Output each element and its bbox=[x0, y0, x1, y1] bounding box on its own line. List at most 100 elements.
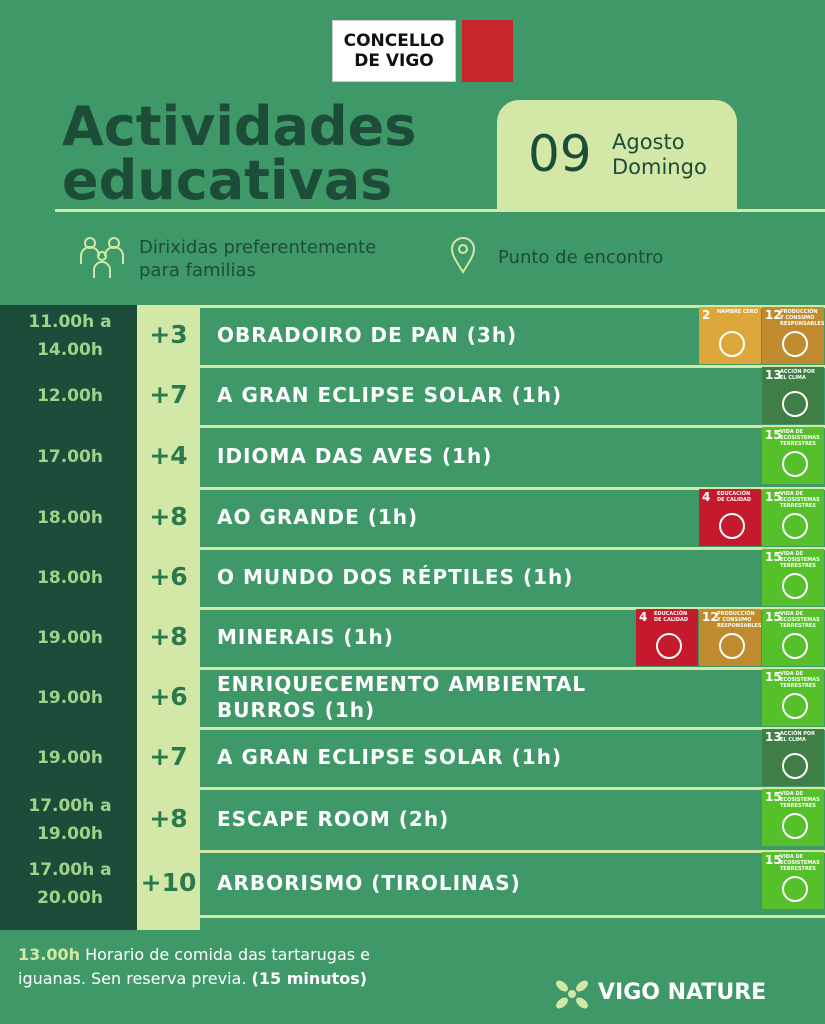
sdg-icon bbox=[719, 633, 745, 659]
time-line: 11.00h a bbox=[28, 312, 112, 332]
activity: OBRADOIRO DE PAN (3h) bbox=[217, 323, 518, 347]
row-border bbox=[200, 305, 825, 308]
sdg-badge: 12 PRODUCCIÓN Y CONSUMO RESPONSABLES bbox=[762, 307, 824, 364]
footer-duration: (15 minutos) bbox=[251, 969, 368, 988]
footer-note: 13.00h Horario de comida das tartarugas … bbox=[18, 943, 398, 991]
time-line: 18.00h bbox=[37, 508, 103, 528]
sdg-icon bbox=[719, 331, 745, 357]
date-box bbox=[497, 100, 737, 210]
activity: ESCAPE ROOM (2h) bbox=[217, 806, 450, 831]
sdg-label: VIDA DE ECOSISTEMAS TERRESTRES bbox=[780, 491, 820, 509]
sdg-badge: 12 PRODUCCIÓN Y CONSUMO RESPONSABLES bbox=[699, 609, 761, 666]
sdg-label: HAMBRE CERO bbox=[717, 309, 759, 315]
title: Actividades educativas bbox=[62, 100, 416, 208]
sdg-label: VIDA DE ECOSISTEMAS TERRESTRES bbox=[780, 429, 820, 447]
sdg-icon bbox=[782, 451, 808, 477]
sdg-icon bbox=[782, 813, 808, 839]
sdg-badge: 15 VIDA DE ECOSISTEMAS TERRESTRES bbox=[762, 789, 824, 846]
age: +10 bbox=[140, 867, 197, 897]
activity: IDIOMA DAS AVES (1h) bbox=[217, 444, 493, 468]
age: +6 bbox=[149, 562, 188, 591]
time-line: 17.00h a bbox=[28, 859, 112, 880]
sdg-label: VIDA DE ECOSISTEMAS TERRESTRES bbox=[780, 791, 820, 809]
sdg-number: 15 bbox=[765, 610, 782, 624]
divider bbox=[55, 209, 825, 212]
sdg-badge: 15 VIDA DE ECOSISTEMAS TERRESTRES bbox=[762, 669, 824, 726]
activity: A GRAN ECLIPSE SOLAR (1h) bbox=[217, 383, 563, 407]
sdg-label: VIDA DE ECOSISTEMAS TERRESTRES bbox=[780, 854, 820, 872]
logo-text: CONCELLO DE VIGO bbox=[344, 31, 445, 71]
activity: A GRAN ECLIPSE SOLAR (1h) bbox=[217, 745, 563, 769]
sdg-icon bbox=[782, 513, 808, 539]
time-line: 17.00h bbox=[37, 447, 103, 467]
age: +6 bbox=[149, 682, 188, 711]
sdg-number: 15 bbox=[765, 853, 782, 867]
footer-time: 13.00h bbox=[18, 945, 80, 964]
sdg-label: PRODUCCIÓN Y CONSUMO RESPONSABLES bbox=[780, 309, 824, 327]
activity: ARBORISMO (TIROLINAS) bbox=[217, 870, 521, 895]
time-line: 19.00h bbox=[37, 688, 103, 708]
time: 12.00h bbox=[10, 382, 130, 410]
time: 17.00h a 20.00h bbox=[10, 856, 130, 912]
sdg-label: PRODUCCIÓN Y CONSUMO RESPONSABLES bbox=[717, 611, 761, 629]
sdg-number: 12 bbox=[702, 610, 719, 624]
family-icon bbox=[80, 237, 124, 278]
time-line: 19.00h bbox=[37, 628, 103, 648]
age: +8 bbox=[149, 502, 188, 531]
row-border bbox=[200, 607, 825, 610]
brand-icon bbox=[556, 980, 588, 1009]
sdg-label: ACCIÓN POR EL CLIMA bbox=[780, 369, 816, 381]
row-border bbox=[200, 425, 825, 428]
sdg-number: 12 bbox=[765, 308, 782, 322]
sdg-label: VIDA DE ECOSISTEMAS TERRESTRES bbox=[780, 671, 820, 689]
time-line: 14.00h bbox=[37, 340, 103, 360]
time-line: 19.00h bbox=[37, 748, 103, 768]
age: +8 bbox=[149, 622, 188, 651]
activity: AO GRANDE (1h) bbox=[217, 505, 419, 529]
title-line: Actividades bbox=[62, 95, 417, 158]
date-text: Agosto Domingo bbox=[612, 130, 707, 180]
row-border bbox=[200, 365, 825, 368]
age: +7 bbox=[149, 380, 188, 409]
sdg-number: 4 bbox=[702, 490, 711, 504]
sdg-number: 15 bbox=[765, 790, 782, 804]
age: +8 bbox=[149, 803, 188, 833]
footer-text: Horario de comida das tartarugas e iguan… bbox=[18, 945, 371, 988]
month: Agosto bbox=[612, 130, 685, 154]
activity: ENRIQUECEMENTO AMBIENTAL BURROS (1h) bbox=[217, 672, 587, 722]
sdg-badge: 15 VIDA DE ECOSISTEMAS TERRESTRES bbox=[762, 609, 824, 666]
sdg-number: 15 bbox=[765, 550, 782, 564]
legend-families: Dirixidas preferentemente para familias bbox=[139, 237, 377, 281]
sdg-badge: 15 VIDA DE ECOSISTEMAS TERRESTRES bbox=[762, 852, 824, 909]
time: 19.00h bbox=[10, 684, 130, 712]
age-column bbox=[137, 305, 200, 930]
time: 19.00h bbox=[10, 744, 130, 772]
row-border bbox=[200, 915, 825, 918]
time: 17.00h bbox=[10, 443, 130, 471]
brand: VIGO NATURE bbox=[598, 980, 767, 1005]
sdg-icon bbox=[782, 573, 808, 599]
sdg-icon bbox=[782, 753, 808, 779]
time: 17.00h a 19.00h bbox=[10, 792, 130, 848]
title-line: educativas bbox=[62, 149, 393, 212]
time: 19.00h bbox=[10, 624, 130, 652]
logo-line: CONCELLO bbox=[343, 31, 445, 51]
pin-icon bbox=[450, 237, 476, 274]
time-line: 20.00h bbox=[37, 887, 103, 908]
sdg-number: 4 bbox=[639, 610, 648, 624]
time: 18.00h bbox=[10, 504, 130, 532]
sdg-icon bbox=[782, 876, 808, 902]
time-line: 19.00h bbox=[37, 823, 103, 844]
activity: O MUNDO DOS RÉPTILES (1h) bbox=[217, 565, 574, 589]
sdg-badge: 15 VIDA DE ECOSISTEMAS TERRESTRES bbox=[762, 549, 824, 606]
logo: CONCELLO DE VIGO bbox=[332, 20, 456, 82]
row-border bbox=[200, 727, 825, 730]
legend-meeting: Punto de encontro bbox=[498, 247, 664, 268]
row-border bbox=[200, 547, 825, 550]
sdg-number: 15 bbox=[765, 670, 782, 684]
sdg-label: EDUCACIÓN DE CALIDAD bbox=[654, 611, 689, 623]
age: +3 bbox=[149, 320, 188, 349]
sdg-number: 13 bbox=[765, 368, 782, 382]
time-line: 18.00h bbox=[37, 568, 103, 588]
